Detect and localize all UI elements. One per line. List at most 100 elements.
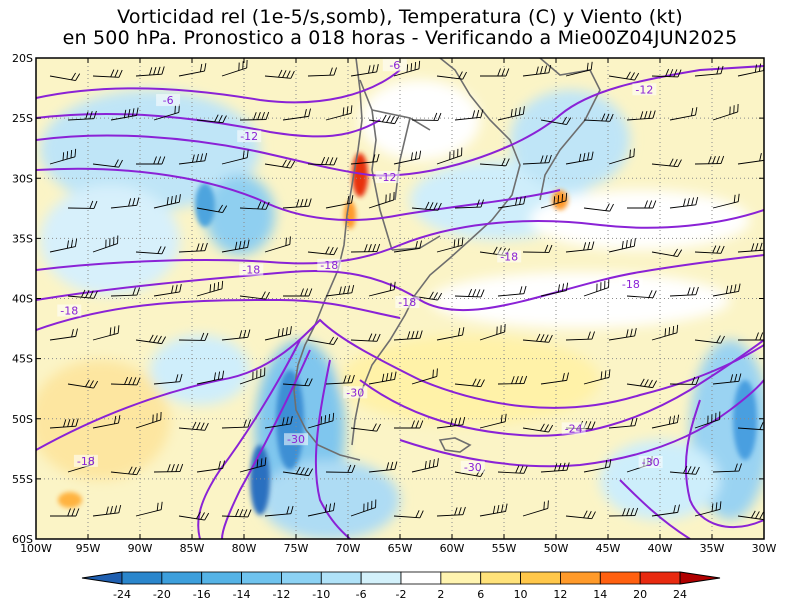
wind-barb (712, 463, 742, 473)
wind-barb (626, 290, 657, 299)
y-tick-label: 55S (12, 473, 33, 486)
wind-barb (583, 369, 611, 385)
wind-barb (411, 112, 442, 121)
colorbar-label: -14 (233, 588, 251, 600)
vorticity-shading (36, 80, 764, 539)
isotherm-label-bg (618, 278, 643, 291)
wind-barb (608, 417, 638, 429)
wind-barb (110, 107, 139, 121)
colorbar-box (480, 571, 521, 585)
y-tick-label: 60S (12, 533, 33, 546)
wind-barb (110, 287, 140, 297)
wind-barb (264, 416, 293, 429)
wind-barb (264, 505, 294, 517)
isotherm-label-bg (638, 456, 663, 469)
wind-barb (737, 510, 764, 521)
chart-title-line2: en 500 hPa. Pronostico a 018 horas - Ver… (62, 27, 738, 49)
isotherm-label: -24 (565, 422, 583, 435)
wind-barb (737, 153, 764, 165)
isotherm-label: -18 (320, 259, 338, 272)
wind-barb (497, 465, 528, 474)
wind-barb (540, 372, 569, 385)
wind-barb (49, 238, 78, 253)
map-area: -6 -6 -12 -12 -12 -18 -18 -18 -18 -18 -18 -18 -30 -30… (36, 58, 764, 539)
wind-barb (221, 508, 252, 518)
wind-barb (221, 149, 249, 165)
x-tick-label: 85W (180, 542, 205, 555)
colorbar-arrow-left (81, 571, 123, 585)
wind-barb (608, 328, 637, 341)
wind-barb (565, 331, 595, 341)
wind-barb (50, 508, 80, 517)
wind-barb (497, 375, 528, 385)
isotherm-label-bg (317, 258, 342, 271)
colorbar-label: -24 (113, 588, 131, 600)
wind-barb (454, 288, 485, 298)
wind-barb (436, 416, 466, 429)
wind-barb (49, 328, 78, 341)
wind-barb (221, 239, 250, 253)
isotherm-label: -18 (622, 278, 640, 291)
colorbar-label: 24 (673, 588, 687, 600)
x-tick-label: 100W (20, 542, 52, 555)
wind-barb (393, 510, 424, 519)
wind-barb (110, 376, 141, 386)
isotherm-label-bg (239, 263, 264, 276)
wind-barb (522, 333, 553, 343)
isotherm-label: -12 (635, 83, 653, 96)
wind-barb (565, 151, 594, 165)
x-tick-label: 80W (232, 542, 257, 555)
wind-barb (135, 501, 163, 517)
wind-barb (626, 110, 656, 121)
wind-barb (282, 108, 311, 121)
colorbar-box (241, 571, 282, 585)
wind-barb (522, 64, 552, 77)
wind-barb (153, 373, 183, 385)
wind-barb (608, 71, 640, 81)
colorbar-box (320, 571, 362, 585)
wind-barb (92, 159, 123, 168)
wind-barb (436, 237, 464, 253)
wind-barb (712, 193, 740, 209)
colorbar-box (639, 571, 681, 585)
wind-barb (368, 371, 397, 385)
wind-barb (153, 284, 182, 297)
wind-barb (393, 240, 422, 253)
isotherm-label: -18 (398, 296, 416, 309)
wind-barb (411, 368, 438, 385)
isotherm-label-bg (632, 83, 657, 96)
colorbar-label: -20 (153, 588, 171, 600)
x-tick-label: 60W (440, 542, 465, 555)
wind-barb (694, 411, 721, 429)
wind-barb (737, 242, 764, 253)
wind-barb (178, 421, 209, 431)
x-tick-label: 45W (596, 542, 621, 555)
wind-barb (497, 285, 527, 297)
wind-barb (368, 191, 395, 209)
wind-barb (92, 235, 119, 253)
wind-barb (626, 378, 657, 389)
wind-barb (196, 204, 228, 213)
colorbar: -24 -20 -16 -14 -12 -10 -6 -2 2 6 10 12 14 20 24 (81, 571, 721, 600)
wind-barb (522, 500, 549, 517)
wind-barb (712, 283, 741, 297)
wind-barb (282, 466, 313, 477)
colorbar-box (400, 571, 442, 585)
wind-barb (350, 423, 381, 432)
wind-barb (540, 116, 572, 125)
isotherm-label-bg (343, 386, 368, 399)
y-tick-label: 40S (12, 293, 33, 306)
wind-barb (480, 68, 510, 77)
colorbar-label: -12 (272, 588, 290, 600)
colorbar-label: -10 (312, 588, 330, 600)
wind-barb (307, 156, 338, 166)
wind-barb (178, 242, 208, 253)
wind-barb (368, 461, 398, 473)
wind-barb (67, 110, 97, 121)
colorbar-label: 20 (633, 588, 647, 600)
wind-barb (283, 288, 313, 297)
coastline (293, 58, 601, 461)
y-tick-label: 50S (12, 413, 33, 426)
wind-barb (49, 72, 81, 81)
